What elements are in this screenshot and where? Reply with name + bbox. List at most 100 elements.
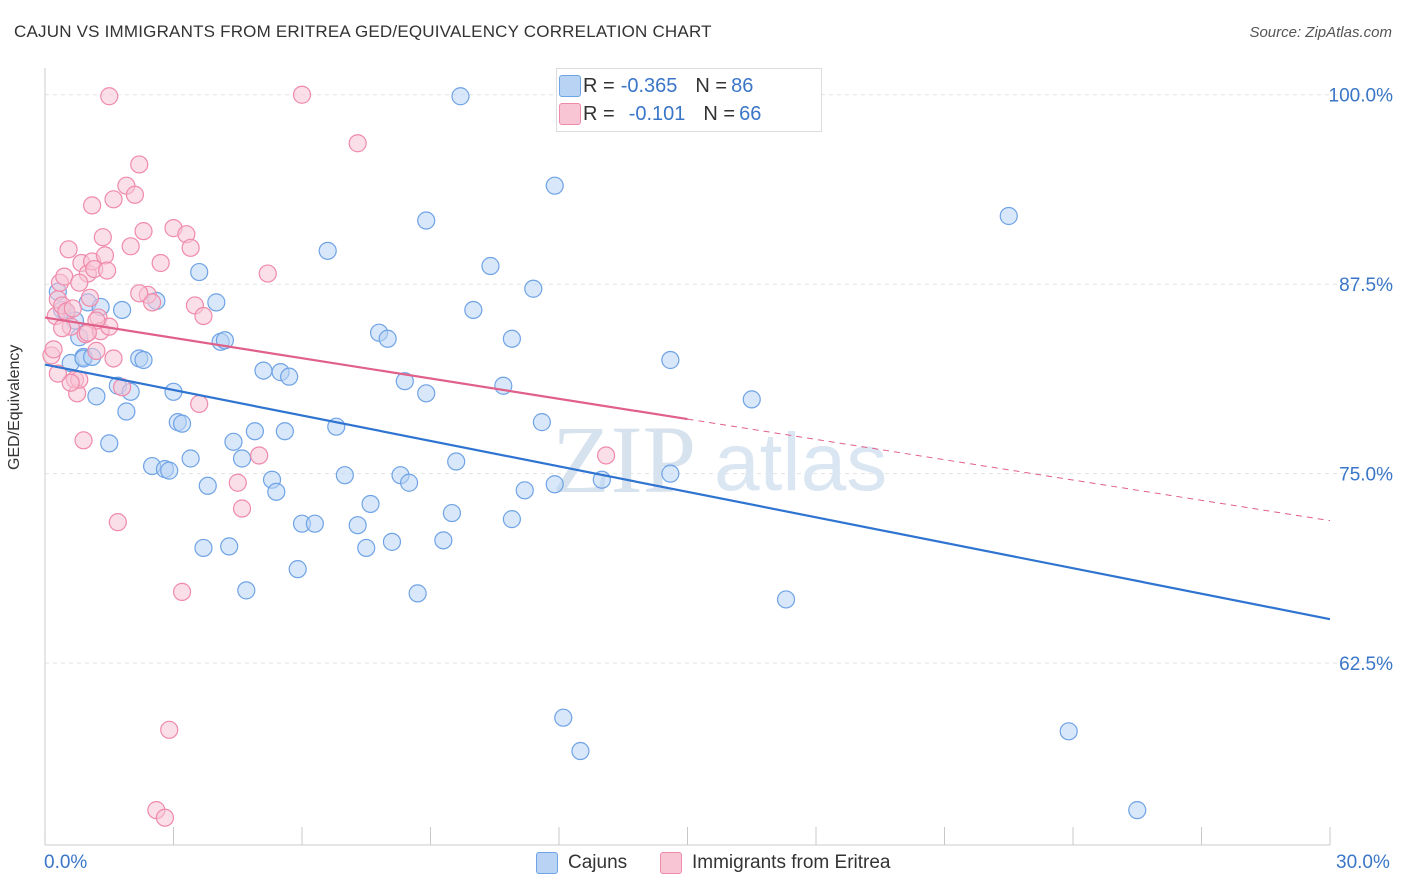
cajun-point xyxy=(417,384,436,403)
cajun-point xyxy=(571,741,590,761)
cajun-point xyxy=(399,473,419,492)
cajun-point xyxy=(515,481,534,500)
cajun-point xyxy=(112,300,132,320)
cajun-point xyxy=(442,503,462,523)
eritrea-point xyxy=(181,238,200,257)
cajun-point xyxy=(451,87,470,106)
eritrea-point xyxy=(63,299,82,318)
cajun-point xyxy=(305,514,324,533)
eritrea-trend-line xyxy=(44,316,688,421)
cajun-point xyxy=(198,476,217,495)
cajun-swatch xyxy=(536,852,558,874)
eritrea-point xyxy=(130,284,149,303)
cajun-point xyxy=(181,449,200,468)
eritrea-point xyxy=(100,87,119,106)
cajun-point xyxy=(661,464,680,483)
cajun-trend-line xyxy=(44,363,1331,621)
cajun-points xyxy=(48,87,1147,820)
cajun-point xyxy=(524,279,543,298)
trend-lines xyxy=(44,316,1331,621)
eritrea-point xyxy=(61,373,80,392)
eritrea-point xyxy=(59,240,78,259)
cajun-point xyxy=(395,372,414,391)
eritrea-point xyxy=(74,431,93,450)
eritrea-point xyxy=(78,323,97,342)
cajun-point xyxy=(280,367,299,386)
legend-label-eritrea: Immigrants from Eritrea xyxy=(692,852,891,873)
cajun-point xyxy=(1059,722,1078,741)
cajun-point xyxy=(532,413,551,432)
cajun-point xyxy=(160,461,179,480)
eritrea-trend-extension xyxy=(687,418,1331,522)
cajun-point xyxy=(348,516,367,535)
eritrea-point xyxy=(108,513,127,532)
cajun-point xyxy=(194,538,213,558)
r-label: R = xyxy=(583,74,615,97)
cajun-point xyxy=(554,708,573,727)
y-tick-label: 100.0% xyxy=(1329,86,1394,107)
cajun-point xyxy=(661,350,680,370)
y-tick-label: 87.5% xyxy=(1339,275,1393,296)
eritrea-point xyxy=(151,253,170,273)
eritrea-point xyxy=(190,394,209,414)
cajun-point xyxy=(545,176,564,195)
legend-row-cajun: R = -0.365 N = 86 xyxy=(559,73,753,99)
cajun-point xyxy=(87,387,106,406)
cajun-point xyxy=(335,466,354,485)
cajun-point xyxy=(288,560,307,579)
cajun-point xyxy=(267,482,286,501)
x-tick-label-max: 30.0% xyxy=(1336,852,1390,873)
cajun-point xyxy=(464,300,483,320)
eritrea-swatch xyxy=(660,852,682,874)
eritrea-point xyxy=(172,582,192,601)
series-legend: Cajuns Immigrants from Eritrea xyxy=(0,852,1406,878)
n-label: N = xyxy=(695,74,728,97)
x-tick-label-min: 0.0% xyxy=(44,852,88,873)
legend-item-eritrea[interactable]: Immigrants from Eritrea xyxy=(660,852,890,874)
eritrea-point xyxy=(48,364,67,383)
eritrea-point xyxy=(44,340,63,359)
eritrea-points xyxy=(42,85,616,827)
cajun-point xyxy=(502,329,521,348)
y-tick-label: 62.5% xyxy=(1339,654,1393,675)
axes-layer xyxy=(44,68,1331,846)
eritrea-point xyxy=(98,261,117,280)
watermark-zip: ZIP xyxy=(552,406,696,513)
chart-title: CAJUN VS IMMIGRANTS FROM ERITREA GED/EQU… xyxy=(14,22,712,41)
cajun-point xyxy=(318,241,337,260)
r-label: R = xyxy=(583,102,615,125)
cajun-point xyxy=(382,532,402,551)
eritrea-point xyxy=(142,293,162,312)
cajun-point xyxy=(254,361,273,380)
cajun-point xyxy=(117,402,136,421)
cajun-point xyxy=(999,206,1018,226)
cajun-point xyxy=(378,329,397,348)
eritrea-point xyxy=(95,246,115,265)
cajun-point xyxy=(1128,801,1147,820)
cajun-point xyxy=(361,494,380,514)
legend-row-eritrea: R = -0.101 N = 66 xyxy=(559,101,761,127)
eritrea-point xyxy=(232,499,252,518)
cajun-point xyxy=(232,449,252,468)
cajun-point xyxy=(224,432,243,451)
correlation-legend: R = -0.365 N = 86 R = -0.101 N = 66 xyxy=(556,68,822,132)
legend-label-cajuns: Cajuns xyxy=(568,852,628,873)
cajun-point xyxy=(481,256,500,276)
eritrea-point xyxy=(597,446,616,465)
y-tick-label: 75.0% xyxy=(1339,465,1393,486)
eritrea-point xyxy=(83,196,102,215)
cajun-point xyxy=(220,537,239,556)
eritrea-point xyxy=(292,85,312,104)
cajun-point xyxy=(190,262,209,282)
cajun-point xyxy=(207,293,226,312)
grid-layer xyxy=(45,94,1392,664)
eritrea-point xyxy=(93,228,112,247)
cajun-point xyxy=(776,590,796,609)
eritrea-point xyxy=(348,134,367,153)
n-label: N = xyxy=(703,102,736,125)
eritrea-point xyxy=(130,155,149,174)
cajun-point xyxy=(172,414,192,433)
legend-item-cajuns[interactable]: Cajuns xyxy=(536,852,627,874)
cajun-point xyxy=(237,581,256,600)
